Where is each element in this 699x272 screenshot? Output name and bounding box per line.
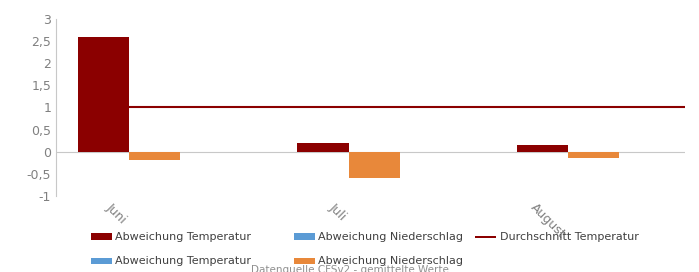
Text: Abweichung Niederschlag: Abweichung Niederschlag (318, 256, 463, 266)
Text: Abweichung Temperatur: Abweichung Temperatur (115, 256, 252, 266)
Text: Abweichung Temperatur: Abweichung Temperatur (115, 232, 252, 242)
Bar (517, 145, 568, 152)
Bar (568, 152, 619, 158)
Bar (129, 152, 180, 160)
Bar (349, 152, 400, 178)
Bar (297, 143, 349, 152)
Text: Datenquelle CFSv2 - gemittelte Werte: Datenquelle CFSv2 - gemittelte Werte (250, 265, 449, 272)
Text: Durchschnitt Temperatur: Durchschnitt Temperatur (500, 232, 639, 242)
Bar (78, 37, 129, 152)
Text: Abweichung Niederschlag: Abweichung Niederschlag (318, 232, 463, 242)
